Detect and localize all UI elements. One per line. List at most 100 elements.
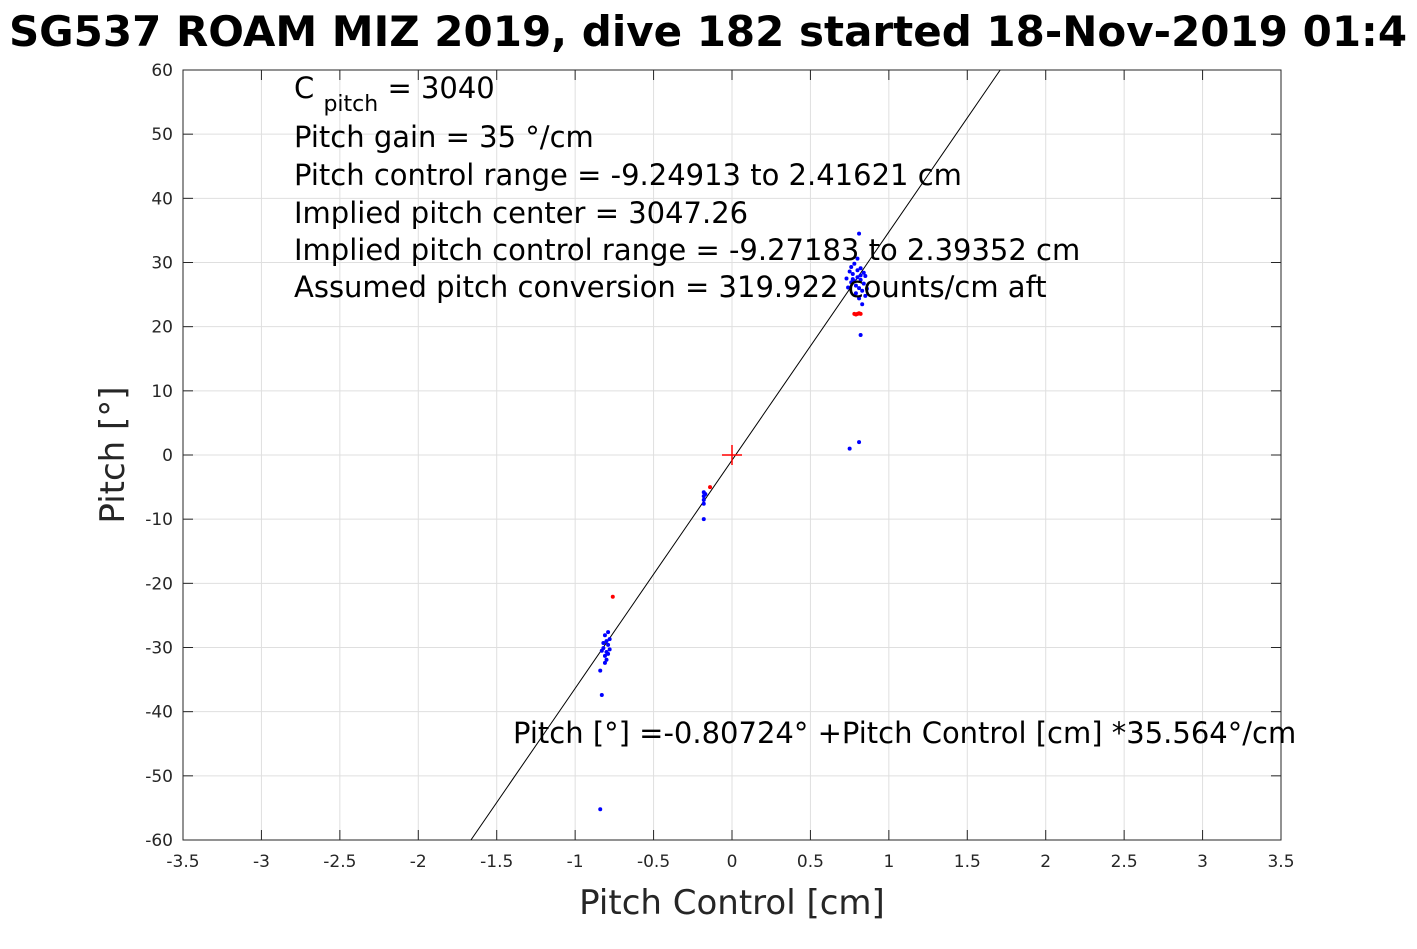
x-tick-label: 0 (727, 852, 738, 872)
data-point (604, 639, 609, 644)
data-point (701, 501, 706, 506)
data-point (598, 668, 603, 673)
data-point (860, 302, 865, 307)
data-point (602, 660, 607, 665)
data-point (598, 807, 603, 812)
pitch-conversion-annotation: Assumed pitch conversion = 319.922 count… (294, 270, 1047, 304)
data-point (847, 269, 852, 274)
data-point (864, 286, 869, 291)
data-point (701, 497, 706, 502)
data-point (858, 273, 863, 278)
y-tick-label: 60 (151, 61, 173, 81)
x-tick-label: 2.5 (1111, 852, 1138, 872)
data-point (599, 692, 604, 697)
data-point (863, 273, 868, 278)
x-tick-label: 1 (883, 852, 894, 872)
data-point (861, 270, 866, 275)
y-tick-label: 20 (151, 318, 173, 338)
data-point (857, 311, 862, 316)
x-tick-label: -3 (253, 852, 270, 872)
annotation-block: C pitch = 3040 Pitch gain = 35 °/cm Pitc… (294, 71, 1080, 304)
y-tick-label: -30 (145, 639, 173, 659)
data-point (602, 653, 607, 658)
x-tick-label: -1.5 (480, 852, 513, 872)
fit-equation-annotation: Pitch [°] =-0.80724° +Pitch Control [cm]… (513, 716, 1296, 750)
data-point (855, 275, 860, 280)
data-point (606, 651, 611, 656)
x-tick-label: 2 (1040, 852, 1051, 872)
data-point (858, 266, 863, 271)
cpitch-subscript: pitch (323, 92, 378, 117)
data-point (607, 647, 612, 652)
data-points (598, 231, 869, 812)
x-tick-label: -0.5 (637, 852, 670, 872)
data-point (861, 281, 866, 286)
data-point (855, 256, 860, 261)
x-tick-label: -3.5 (166, 852, 199, 872)
implied-control-range-annotation: Implied pitch control range = -9.27183 t… (294, 233, 1080, 267)
data-point (850, 272, 855, 277)
data-point (602, 633, 607, 638)
center-marker-layer (722, 445, 742, 465)
axes: -3.5 -3 -2.5 -2 -1.5 -1 -0.5 0 0.5 1 1.5 2 2.5 3 3.5 -6… (145, 61, 1294, 872)
data-point (599, 648, 604, 653)
x-tick-label: 3 (1197, 852, 1208, 872)
data-point (857, 296, 862, 301)
y-tick-label: -50 (145, 767, 173, 787)
data-point (846, 285, 851, 290)
data-point (708, 485, 713, 490)
cpitch-annotation: C pitch = 3040 (294, 71, 495, 118)
data-point (601, 641, 606, 646)
grid (183, 70, 1281, 840)
x-tick-label: -1 (567, 852, 584, 872)
y-tick-label: 50 (151, 125, 173, 145)
y-tick-label: -20 (145, 574, 173, 594)
data-point (855, 268, 860, 273)
data-point (701, 517, 706, 522)
data-point (863, 293, 868, 298)
chart-title: SG537 ROAM MIZ 2019, dive 182 started 18… (9, 7, 1407, 56)
data-point (604, 657, 609, 662)
data-point (860, 288, 865, 293)
x-tick-label: 0.5 (797, 852, 824, 872)
pitch-control-range-annotation: Pitch control range = -9.24913 to 2.4162… (294, 158, 962, 192)
data-point (850, 277, 855, 282)
data-point (853, 291, 858, 296)
data-point (858, 333, 863, 338)
data-point (853, 312, 858, 317)
data-point (703, 492, 708, 497)
data-point (849, 280, 854, 285)
y-tick-label: -10 (145, 510, 173, 530)
y-tick-label: 30 (151, 254, 173, 274)
pitch-gain-annotation: Pitch gain = 35 °/cm (294, 120, 594, 154)
x-tick-label: -2 (410, 852, 427, 872)
x-tick-label: 1.5 (954, 852, 981, 872)
data-point (849, 264, 854, 269)
cpitch-symbol: C (294, 71, 314, 105)
implied-pitch-center-annotation: Implied pitch center = 3047.26 (294, 196, 748, 230)
cpitch-value: = 3040 (387, 71, 494, 105)
data-point (857, 440, 862, 445)
data-point (607, 637, 612, 642)
y-tick-label: -40 (145, 703, 173, 723)
x-tick-label: -2.5 (323, 852, 356, 872)
y-tick-label: 40 (151, 189, 173, 209)
data-point (606, 642, 611, 647)
data-point (857, 286, 862, 291)
y-tick-label: 0 (162, 446, 173, 466)
y-axis-title: Pitch [°] (93, 386, 133, 523)
data-point (852, 261, 857, 266)
x-tick-label: 3.5 (1267, 852, 1294, 872)
data-point (610, 594, 615, 599)
data-point (606, 630, 611, 635)
data-point (858, 277, 863, 282)
y-tick-label: -60 (145, 831, 173, 851)
y-tick-label: 10 (151, 382, 173, 402)
data-point (847, 446, 852, 451)
data-point (844, 276, 849, 281)
data-point (857, 231, 862, 236)
x-axis-title: Pitch Control [cm] (579, 883, 885, 923)
data-point (853, 283, 858, 288)
